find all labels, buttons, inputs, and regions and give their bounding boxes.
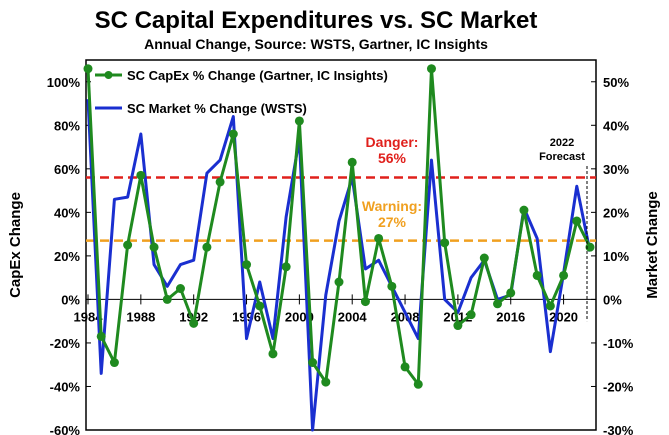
reference-lines xyxy=(86,176,596,242)
capex-point xyxy=(545,301,555,311)
legend-label-capex: SC CapEx % Change (Gartner, IC Insights) xyxy=(127,68,388,83)
capex-point xyxy=(572,216,582,226)
capex-point xyxy=(360,297,370,307)
y2-axis-label: Market Change xyxy=(644,191,661,299)
capex-point xyxy=(123,240,133,250)
forecast-label-year: 2022 xyxy=(550,137,574,149)
capex-point xyxy=(519,205,529,215)
legend: SC CapEx % Change (Gartner, IC Insights)… xyxy=(95,68,388,116)
capex-point xyxy=(532,270,542,280)
capex-point xyxy=(242,260,252,270)
capex-point xyxy=(255,301,265,311)
y-axis-left: -60% -40% -20% 0% 20% 40% 60% 80% 100% xyxy=(47,75,91,435)
y2-tick-label: 50% xyxy=(603,75,629,90)
y2-tick-label: -30% xyxy=(603,423,634,435)
warning-value: 27% xyxy=(378,214,407,230)
capex-point xyxy=(268,349,278,359)
y-tick-label: -20% xyxy=(50,336,81,351)
legend-label-market: SC Market % Change (WSTS) xyxy=(127,101,307,116)
plot-frame xyxy=(85,59,597,431)
capex-point xyxy=(228,129,238,139)
capex-point xyxy=(493,299,503,309)
capex-point xyxy=(559,270,569,280)
capex-point xyxy=(334,277,344,287)
capex-point xyxy=(83,64,93,74)
capex-point xyxy=(109,358,119,368)
y-tick-label: 40% xyxy=(54,205,80,220)
capex-point xyxy=(321,377,331,387)
capex-point xyxy=(96,331,106,341)
y-tick-label: 20% xyxy=(54,249,80,264)
capex-point xyxy=(308,358,318,368)
capex-point xyxy=(202,242,212,252)
capex-point xyxy=(281,262,291,272)
danger-label: Danger: xyxy=(366,134,419,150)
y-axis-label: CapEx Change xyxy=(7,192,24,298)
capex-point xyxy=(175,284,185,294)
y2-tick-label: -10% xyxy=(603,336,634,351)
y2-tick-label: 0% xyxy=(603,292,622,307)
capex-point xyxy=(215,177,225,187)
capex-point xyxy=(466,310,476,320)
capex-point xyxy=(189,318,199,328)
chart-subtitle: Annual Change, Source: WSTS, Gartner, IC… xyxy=(144,36,488,52)
y-tick-label: 60% xyxy=(54,162,80,177)
capex-point xyxy=(413,379,423,389)
x-tick-label: 1988 xyxy=(126,309,155,324)
danger-value: 56% xyxy=(378,150,407,166)
y-tick-label: -60% xyxy=(50,423,81,435)
y2-tick-label: 40% xyxy=(603,118,629,133)
capex-point xyxy=(400,362,410,372)
legend-marker-capex xyxy=(104,71,113,79)
capex-point xyxy=(374,233,384,243)
y2-tick-label: 10% xyxy=(603,249,629,264)
y2-tick-label: 20% xyxy=(603,205,629,220)
y-tick-label: -40% xyxy=(50,379,81,394)
capex-point xyxy=(506,288,516,298)
capex-point xyxy=(149,242,159,252)
capex-point xyxy=(426,64,436,74)
capex-point xyxy=(479,253,489,263)
x-tick-label: 1984 xyxy=(74,309,104,324)
chart-title: SC Capital Expenditures vs. SC Market xyxy=(95,7,538,34)
x-tick-label: 2004 xyxy=(338,309,368,324)
forecast-label-text: Forecast xyxy=(539,151,585,163)
capex-point xyxy=(453,321,463,331)
y-tick-label: 0% xyxy=(61,292,80,307)
y-tick-label: 80% xyxy=(54,118,80,133)
capex-point xyxy=(136,170,146,180)
capex-point xyxy=(440,238,450,248)
series-layer xyxy=(83,64,595,432)
y2-tick-label: 30% xyxy=(603,162,629,177)
x-tick-label: 2020 xyxy=(549,309,578,324)
capex-point xyxy=(585,242,595,252)
y-tick-label: 100% xyxy=(47,75,81,90)
warning-label: Warning: xyxy=(362,198,422,214)
capex-point xyxy=(347,157,357,167)
capex-point xyxy=(387,281,397,291)
y-axis-right: -30% -20% -10% 0% 10% 20% 30% 40% 50% xyxy=(591,75,634,435)
capex-point xyxy=(294,116,304,126)
x-tick-label: 2016 xyxy=(496,309,525,324)
y2-tick-label: -20% xyxy=(603,379,634,394)
capex-point xyxy=(162,294,172,304)
